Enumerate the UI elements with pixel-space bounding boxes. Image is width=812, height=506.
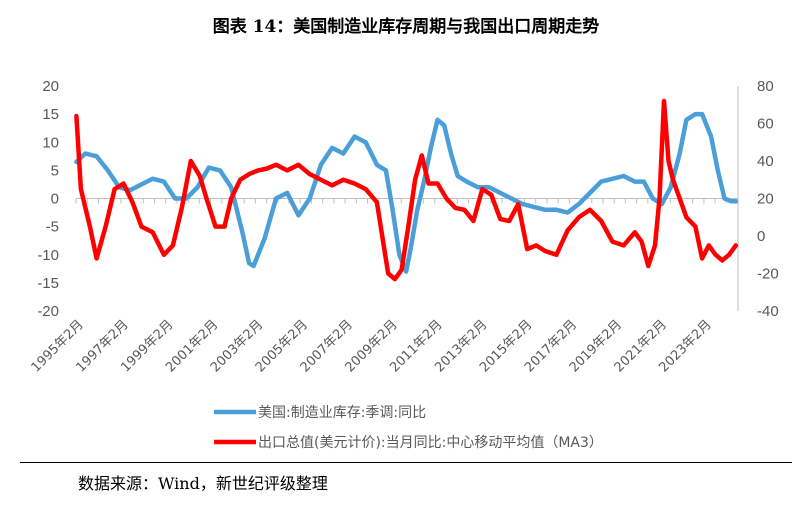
- y-left-tick-label: 10: [42, 134, 59, 151]
- y-right-tick-label: 80: [757, 78, 774, 95]
- y-left-tick-label: 5: [51, 162, 59, 179]
- y-right-tick-label: -20: [757, 266, 779, 283]
- legend: 美国:制造业库存:季调:同比 出口总值(美元计价):当月同比:中心移动平均值（M…: [214, 405, 603, 451]
- y-right-tick-label: -40: [757, 303, 779, 320]
- y-left-tick-label: -20: [37, 303, 59, 320]
- page-title: 图表 14：美国制造业库存周期与我国出口周期走势: [212, 17, 600, 37]
- y-left-tick-label: -5: [46, 219, 59, 236]
- legend-label-china-exports: 出口总值(美元计价):当月同比:中心移动平均值（MA3）: [258, 435, 603, 451]
- y-left-tick-label: -15: [37, 275, 59, 292]
- series-line-china-exports: [74, 98, 739, 282]
- y-axis-left: 20 15 10 5 0 -5 -10 -15 -20: [37, 78, 59, 320]
- source-note: 数据来源：Wind，新世纪评级整理: [78, 474, 328, 493]
- y-right-tick-label: 20: [757, 191, 774, 208]
- y-left-tick-label: 0: [51, 191, 59, 208]
- y-right-tick-label: 0: [757, 228, 765, 245]
- y-left-tick-label: -10: [37, 247, 59, 264]
- chart-area: 20 15 10 5 0 -5 -10 -15 -20 80 60 40 20 0 -20 -40 1995…: [29, 78, 779, 451]
- series-line-us-inventory: [74, 111, 739, 274]
- y-right-tick-label: 40: [757, 153, 774, 170]
- y-axis-right: 80 60 40 20 0 -20 -40: [757, 78, 779, 320]
- footer-divider: [20, 462, 792, 463]
- y-left-tick-label: 15: [42, 106, 59, 123]
- y-left-tick-label: 20: [42, 78, 59, 95]
- x-axis-labels: 1995年2月1997年2月1999年2月2001年2月2003年2月2005年…: [29, 317, 715, 375]
- y-right-tick-label: 60: [757, 116, 774, 133]
- legend-label-us-inventory: 美国:制造业库存:季调:同比: [258, 405, 426, 421]
